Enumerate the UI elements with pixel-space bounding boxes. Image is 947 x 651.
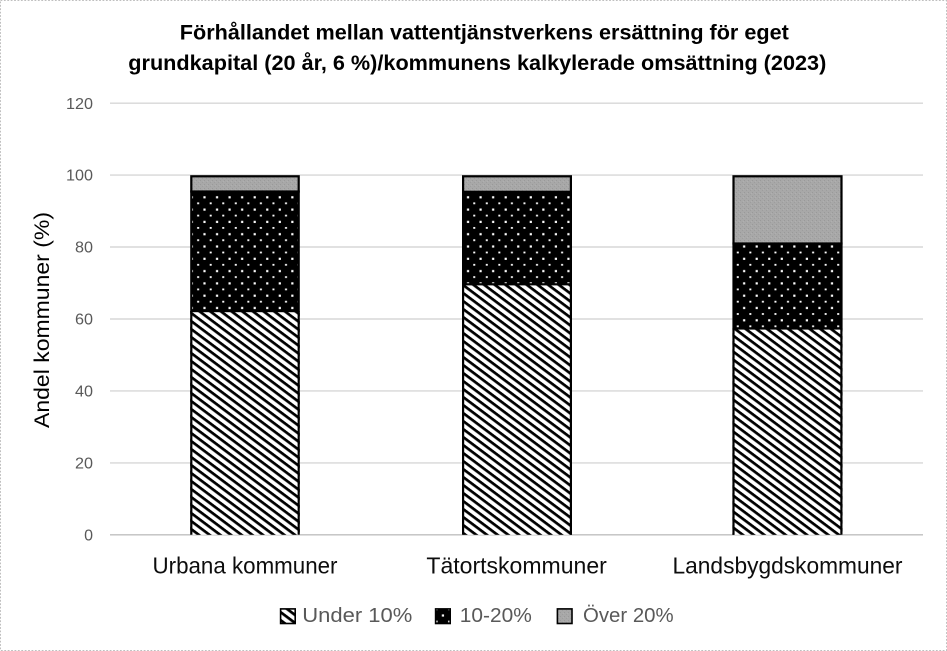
svg-text:0: 0 (84, 527, 93, 544)
svg-text:Andel kommuner (%): Andel kommuner (%) (30, 212, 54, 428)
svg-text:grundkapital (20 år, 6 %)/komm: grundkapital (20 år, 6 %)/kommunens kalk… (128, 52, 826, 75)
svg-text:60: 60 (75, 312, 93, 329)
svg-text:40: 40 (75, 384, 93, 401)
svg-text:100: 100 (66, 168, 93, 185)
svg-text:Urbana kommuner: Urbana kommuner (153, 553, 338, 579)
svg-text:Över 20%: Över 20% (583, 604, 674, 627)
svg-text:80: 80 (75, 240, 93, 257)
svg-text:Landsbygdskommuner: Landsbygdskommuner (673, 553, 903, 579)
svg-text:Tätortskommuner: Tätortskommuner (426, 553, 607, 579)
svg-text:10-20%: 10-20% (460, 604, 532, 627)
svg-text:Förhållandet mellan vattentjän: Förhållandet mellan vattentjänstverkens … (180, 22, 789, 45)
svg-text:20: 20 (75, 456, 93, 473)
svg-text:Under 10%: Under 10% (302, 604, 412, 627)
svg-text:120: 120 (66, 96, 93, 113)
